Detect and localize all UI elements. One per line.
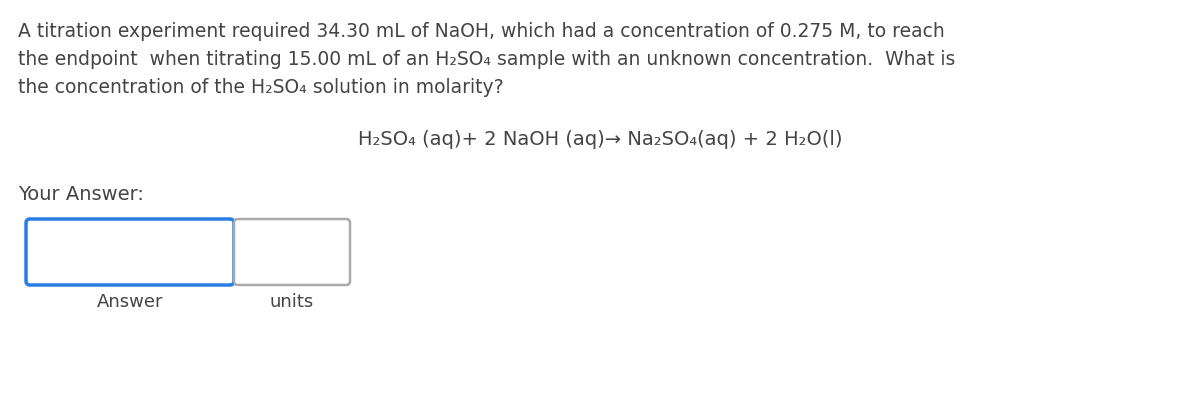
Text: H₂SO₄ (aq)+ 2 NaOH (aq)→ Na₂SO₄(aq) + 2 H₂O(l): H₂SO₄ (aq)+ 2 NaOH (aq)→ Na₂SO₄(aq) + 2 … (358, 130, 842, 149)
Text: the endpoint  when titrating 15.00 mL of an H₂SO₄ sample with an unknown concent: the endpoint when titrating 15.00 mL of … (18, 50, 955, 69)
Text: A titration experiment required 34.30 mL of NaOH, which had a concentration of 0: A titration experiment required 34.30 mL… (18, 22, 944, 41)
FancyBboxPatch shape (234, 219, 350, 285)
FancyBboxPatch shape (26, 219, 234, 285)
Text: Answer: Answer (97, 293, 163, 311)
Text: the concentration of the H₂SO₄ solution in molarity?: the concentration of the H₂SO₄ solution … (18, 78, 504, 97)
Text: Your Answer:: Your Answer: (18, 185, 144, 204)
Text: units: units (270, 293, 314, 311)
